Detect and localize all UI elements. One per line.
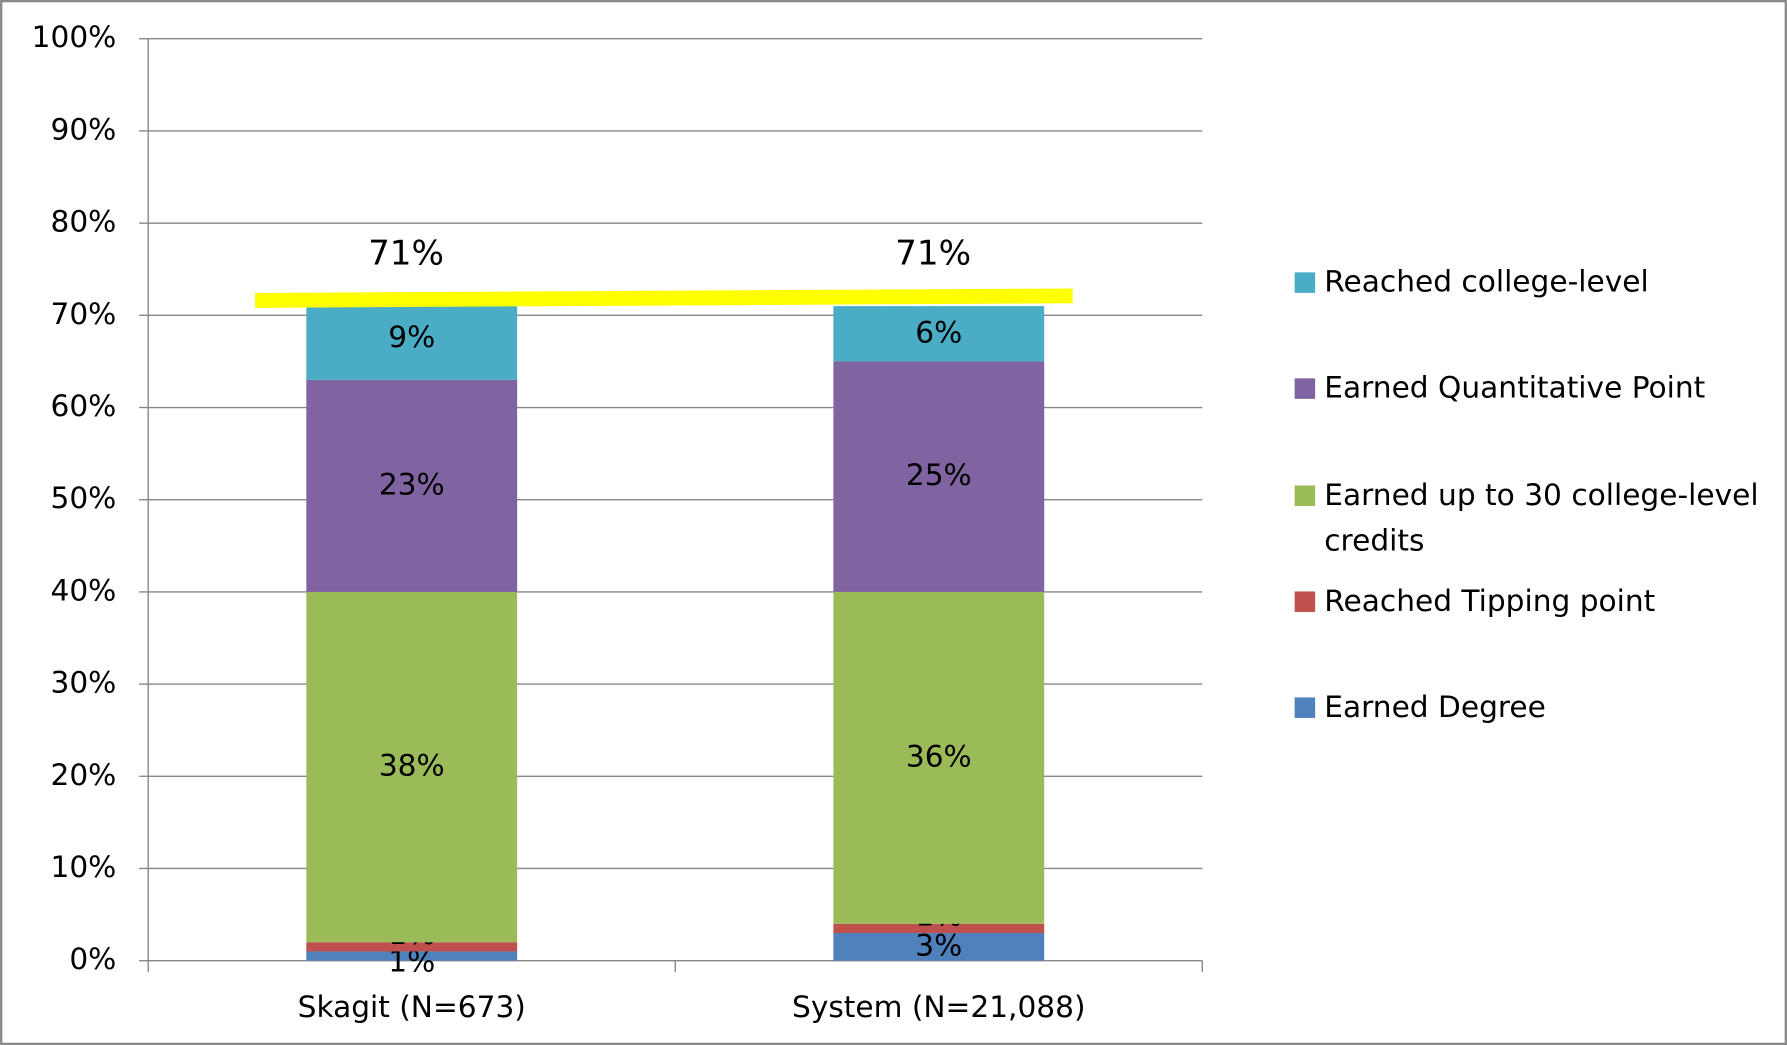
total-line	[255, 288, 1073, 308]
legend-label: Earned up to 30 college-level credits	[1324, 478, 1759, 559]
legend-label: Reached college-level	[1324, 265, 1649, 300]
legend-item: Reached college-level	[1288, 260, 1778, 306]
bar-segment	[833, 923, 1045, 934]
data-label: 25%	[906, 458, 972, 492]
y-tick-label: 30%	[50, 666, 116, 700]
y-tick-label: 70%	[50, 297, 116, 331]
y-tick-label: 10%	[50, 850, 116, 884]
legend-swatch	[1294, 272, 1316, 293]
legend-item: Reached Tipping point	[1288, 579, 1778, 625]
bar-segment	[306, 942, 518, 952]
legend-label: Earned Quantitative Point	[1324, 371, 1706, 406]
bar-segment	[833, 933, 1045, 961]
y-tick-label: 100%	[32, 20, 117, 54]
bar-segment	[833, 306, 1045, 362]
data-label: 23%	[379, 467, 445, 501]
bar-segment	[306, 296, 518, 380]
legend-label: Reached Tipping point	[1324, 584, 1656, 619]
y-tick-label: 90%	[50, 112, 116, 146]
y-tick-label: 40%	[50, 573, 116, 607]
y-tick-label: 50%	[50, 481, 116, 515]
x-tick-label: Skagit (N=673)	[298, 990, 526, 1024]
bar-segment	[833, 591, 1045, 924]
y-tick-label: 0%	[69, 942, 116, 976]
y-tick-label: 60%	[50, 389, 116, 423]
data-label: 6%	[915, 315, 962, 349]
bar-segment	[306, 379, 518, 592]
x-tick-label: System (N=21,088)	[792, 990, 1086, 1024]
y-tick-label: 80%	[50, 205, 116, 239]
total-label: 71%	[368, 233, 444, 273]
data-label: 36%	[906, 739, 972, 773]
legend-swatch	[1294, 591, 1316, 612]
data-label: 3%	[915, 928, 962, 962]
bar-segment	[306, 951, 518, 961]
legend-label: Earned Degree	[1324, 690, 1546, 725]
legend-swatch	[1294, 697, 1316, 718]
legend-item: Earned up to 30 college-level credits	[1288, 473, 1778, 564]
data-label: 9%	[388, 320, 435, 354]
legend: Reached college-level Earned Quantitative…	[1288, 260, 1778, 731]
data-label: 38%	[379, 749, 445, 783]
legend-item: Earned Degree	[1288, 685, 1778, 731]
y-tick-label: 20%	[50, 758, 116, 792]
bar-segment	[833, 361, 1045, 592]
total-label: 71%	[895, 233, 971, 273]
legend-swatch	[1294, 378, 1316, 399]
legend-swatch	[1294, 485, 1316, 506]
bar-segment	[306, 591, 518, 943]
legend-item: Earned Quantitative Point	[1288, 366, 1778, 412]
